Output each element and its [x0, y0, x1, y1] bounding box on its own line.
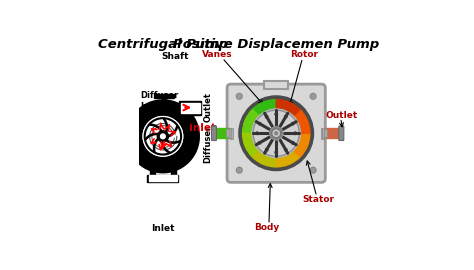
Circle shape	[238, 95, 241, 98]
Text: Body: Body	[254, 223, 280, 232]
Wedge shape	[243, 109, 276, 133]
Circle shape	[237, 93, 242, 99]
Circle shape	[143, 117, 182, 156]
FancyBboxPatch shape	[264, 81, 289, 89]
FancyBboxPatch shape	[162, 96, 166, 114]
FancyBboxPatch shape	[181, 103, 201, 113]
FancyBboxPatch shape	[226, 129, 228, 137]
Polygon shape	[129, 143, 196, 173]
FancyBboxPatch shape	[149, 175, 177, 181]
FancyBboxPatch shape	[320, 128, 323, 139]
Wedge shape	[243, 133, 276, 157]
FancyBboxPatch shape	[179, 101, 201, 115]
Circle shape	[310, 167, 316, 173]
FancyBboxPatch shape	[339, 126, 344, 140]
Wedge shape	[276, 133, 300, 167]
Circle shape	[143, 117, 182, 156]
Circle shape	[239, 96, 313, 171]
FancyBboxPatch shape	[326, 128, 340, 138]
FancyBboxPatch shape	[322, 129, 325, 138]
Circle shape	[274, 132, 278, 135]
Circle shape	[253, 110, 299, 156]
Text: Shaft: Shaft	[162, 52, 189, 61]
FancyBboxPatch shape	[150, 170, 155, 181]
Circle shape	[270, 127, 283, 140]
Text: Vanes: Vanes	[201, 50, 232, 59]
Wedge shape	[276, 133, 310, 157]
Wedge shape	[276, 100, 300, 133]
Text: Outlet: Outlet	[203, 92, 212, 122]
Wedge shape	[276, 109, 310, 133]
FancyBboxPatch shape	[230, 128, 233, 139]
Text: Positive Displacemen Pump: Positive Displacemen Pump	[173, 38, 379, 50]
Text: Diffuser
body: Diffuser body	[140, 91, 178, 111]
Text: Inlet: Inlet	[151, 224, 174, 233]
Circle shape	[252, 109, 301, 157]
Text: Stator: Stator	[302, 195, 334, 204]
Text: Outlet: Outlet	[326, 111, 358, 120]
Circle shape	[311, 95, 315, 98]
FancyBboxPatch shape	[211, 126, 217, 140]
Text: Centrifugal Pump: Centrifugal Pump	[98, 38, 228, 50]
FancyBboxPatch shape	[228, 129, 230, 138]
FancyBboxPatch shape	[227, 84, 325, 182]
Wedge shape	[252, 100, 276, 133]
Polygon shape	[127, 100, 199, 152]
FancyBboxPatch shape	[215, 128, 230, 138]
Wedge shape	[252, 133, 276, 167]
FancyBboxPatch shape	[324, 129, 327, 137]
Circle shape	[159, 132, 167, 140]
Circle shape	[161, 134, 165, 139]
Circle shape	[310, 93, 316, 99]
FancyBboxPatch shape	[171, 170, 176, 181]
Circle shape	[238, 169, 241, 172]
FancyBboxPatch shape	[154, 94, 174, 98]
Text: Inlet: Inlet	[189, 123, 216, 133]
FancyBboxPatch shape	[147, 174, 179, 183]
Text: Diffuser: Diffuser	[203, 124, 212, 163]
Circle shape	[237, 167, 242, 173]
Circle shape	[272, 129, 281, 138]
Text: Rotor: Rotor	[290, 50, 318, 59]
Circle shape	[311, 169, 315, 172]
